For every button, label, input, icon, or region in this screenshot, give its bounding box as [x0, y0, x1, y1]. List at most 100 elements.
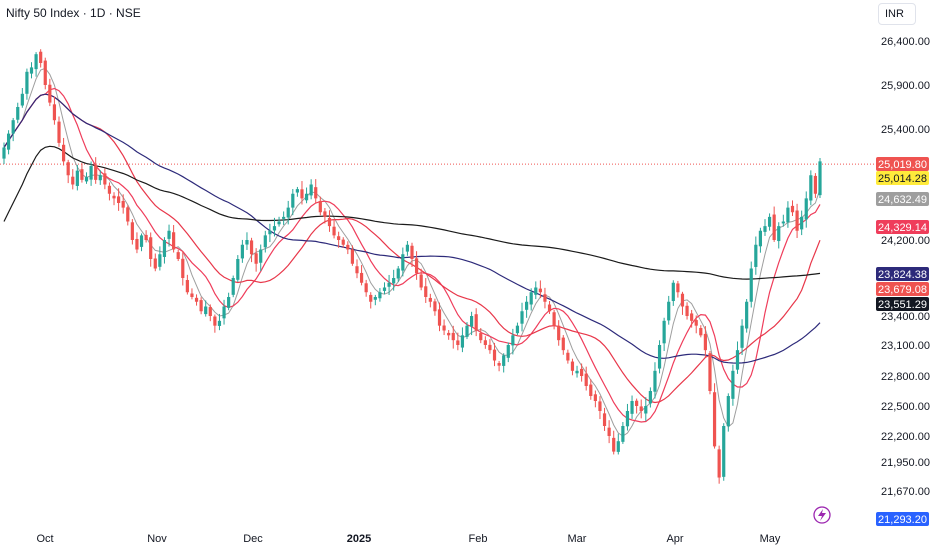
candle-body: [199, 300, 203, 312]
ma-red-line: [3, 87, 821, 423]
candle-body: [488, 344, 492, 351]
candle-body: [286, 207, 290, 218]
candle-body: [745, 301, 749, 329]
candle-body: [176, 252, 180, 259]
candle-body: [369, 294, 373, 302]
price-badge-bg: [876, 512, 929, 526]
candle-body: [690, 313, 694, 321]
candle-body: [6, 133, 11, 150]
candle-body: [740, 325, 744, 348]
candle-body: [29, 67, 34, 74]
candle-body: [268, 230, 272, 235]
candle-body: [355, 266, 359, 274]
candle-body: [240, 244, 244, 259]
candle-body: [525, 301, 529, 310]
candle-body: [263, 235, 267, 248]
currency-button[interactable]: INR: [878, 3, 916, 25]
candle-body: [561, 337, 565, 351]
candle-body: [804, 198, 808, 220]
x-axis-tick-label: Mar: [568, 533, 587, 545]
candle-body: [685, 305, 689, 316]
candle-body: [671, 282, 675, 302]
candle-body: [786, 207, 790, 223]
candle-body: [341, 239, 345, 245]
candle-body: [612, 437, 616, 452]
candle-body: [194, 297, 199, 302]
candle-body: [401, 254, 405, 271]
candle-body: [662, 320, 666, 344]
candle-body: [790, 205, 795, 213]
candle-body: [428, 297, 432, 302]
candle-body: [254, 253, 258, 264]
candle-body: [359, 272, 364, 283]
price-badge-label: 25,014.28: [878, 173, 927, 185]
y-axis-tick-label: 22,200.00: [881, 431, 930, 443]
y-axis-tick-label: 21,670.00: [881, 486, 930, 498]
candle-body: [433, 301, 437, 312]
candle-body: [722, 426, 726, 477]
candle-body: [818, 161, 822, 196]
candle-body: [66, 162, 70, 176]
price-badge-bg: [876, 267, 929, 281]
candle-body: [364, 283, 368, 293]
candle-body: [11, 120, 15, 134]
candle-body: [735, 350, 740, 370]
y-axis-tick-label: 23,100.00: [881, 340, 930, 352]
candle-body: [16, 107, 20, 120]
candle-body: [717, 449, 721, 478]
price-badge-label: 21,293.20: [878, 514, 927, 526]
candle-body: [39, 51, 43, 63]
candle-body: [437, 309, 442, 326]
candle-body: [162, 240, 167, 257]
candle-body: [153, 258, 157, 269]
price-badge: 23,679.08: [876, 282, 929, 296]
candle-body: [809, 175, 813, 201]
chart-title: Nifty 50 Index · 1D · NSE: [6, 6, 141, 20]
candle-body: [126, 207, 130, 222]
candle-body: [332, 226, 336, 236]
lightning-icon[interactable]: [813, 506, 831, 524]
candle-body: [236, 259, 240, 280]
candle-body: [469, 316, 474, 327]
candle-body: [57, 121, 61, 143]
candle-body: [396, 268, 400, 279]
candle-body: [373, 297, 377, 300]
candle-body: [25, 71, 29, 94]
y-axis-tick-label: 21,950.00: [881, 457, 930, 469]
candle-body: [98, 175, 102, 181]
candle-body: [492, 349, 497, 361]
candle-body: [378, 292, 382, 299]
candle-body: [277, 221, 281, 225]
y-axis-tick-label: 25,400.00: [881, 124, 930, 136]
price-badge-bg: [876, 297, 929, 311]
candle-body: [800, 216, 804, 230]
candle-body: [772, 214, 776, 240]
candle-body: [103, 173, 107, 185]
candle-body: [410, 245, 414, 259]
y-axis-tick-label: 23,400.00: [881, 311, 930, 323]
candle-body: [621, 426, 625, 442]
candle-body: [222, 306, 226, 319]
price-badge-bg: [876, 282, 929, 296]
candle-body: [272, 226, 277, 231]
candle-body: [304, 193, 309, 201]
y-axis-tick-label: 22,500.00: [881, 401, 930, 413]
candle-body: [245, 240, 249, 245]
price-badge-label: 23,679.08: [878, 284, 927, 296]
price-badge-bg: [876, 171, 929, 185]
candle-body: [217, 320, 222, 326]
candle-body: [731, 370, 735, 399]
candle-body: [758, 230, 763, 247]
candle-body: [419, 274, 423, 288]
candle-body: [48, 84, 52, 103]
candle-body: [130, 222, 134, 240]
price-badge-label: 24,329.14: [878, 222, 927, 234]
candle-body: [630, 401, 634, 414]
candle-body: [726, 396, 730, 427]
candle-body: [323, 211, 327, 217]
candle-body: [479, 333, 483, 341]
candle-body: [749, 268, 753, 302]
ma-black-line: [3, 145, 821, 280]
candle-body: [653, 370, 657, 392]
